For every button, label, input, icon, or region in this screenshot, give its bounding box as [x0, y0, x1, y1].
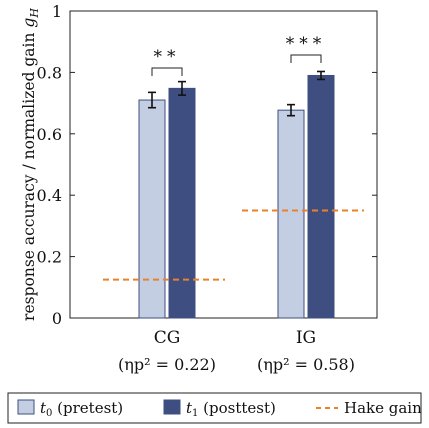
y-tick-label: 0 [52, 309, 62, 328]
y-tick-label: 0.2 [37, 248, 62, 267]
legend-label-2: Hake gain [344, 399, 422, 417]
plot-frame [69, 10, 378, 319]
category-note: (ηp² = 0.58) [257, 355, 355, 374]
bar-IG-s0 [277, 109, 305, 319]
legend-swatch-1 [163, 399, 181, 415]
legend-label-1: t1 (posttest) [186, 399, 276, 419]
y-tick-label: 1 [52, 2, 62, 21]
significance-stars: ** [154, 47, 181, 67]
y-tick-label: 0.8 [37, 63, 62, 82]
legend-swatch-0 [17, 399, 35, 415]
significance-bracket [151, 67, 183, 76]
bar-CG-s1 [168, 87, 196, 319]
legend: t0 (pretest) t1 (posttest) Hake gain [7, 392, 422, 424]
y-tick-label: 0.4 [37, 186, 62, 205]
significance-stars: *** [286, 34, 327, 54]
category-note: (ηp² = 0.22) [118, 355, 216, 374]
legend-label-0: t0 (pretest) [40, 399, 123, 419]
y-tick-label: 0.6 [37, 125, 62, 144]
legend-box [7, 392, 422, 424]
bar-CG-s0 [138, 99, 166, 319]
category-label: IG [296, 328, 316, 348]
significance-bracket [290, 54, 322, 63]
bar-IG-s1 [307, 74, 335, 319]
y-axis-label: response accuracy / normalized gain gH [20, 8, 41, 321]
category-label: CG [154, 328, 181, 348]
